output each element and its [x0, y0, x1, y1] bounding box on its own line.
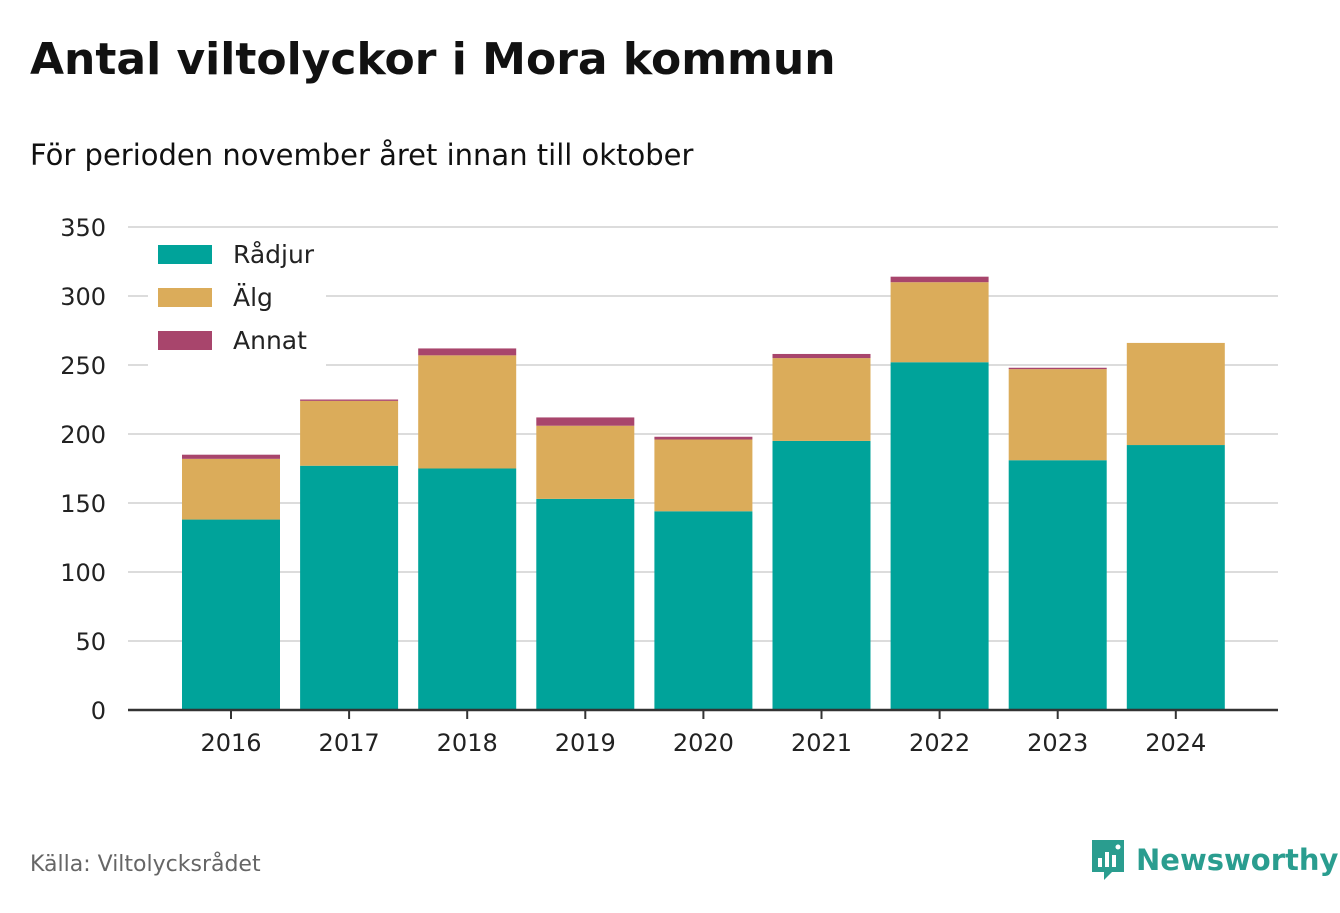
x-tick-label: 2017: [319, 729, 380, 757]
x-tick-label: 2024: [1145, 729, 1206, 757]
bar-2017-annat: [300, 399, 399, 401]
bar-2022-älg: [890, 282, 989, 363]
axis-layer: 0 50 100 150 200 250 300 350 2016 2017 2018 2019 202…: [60, 214, 1278, 757]
x-tick-label: 2021: [791, 729, 852, 757]
bar-2020-annat: [654, 436, 753, 440]
bar-2016-älg: [182, 458, 280, 520]
x-tick-label: 2023: [1027, 729, 1088, 757]
bar-2019-annat: [536, 417, 635, 426]
bar-2022-rådjur: [890, 362, 989, 710]
y-tick-label: 300: [60, 283, 106, 311]
page-title: Antal viltolyckor i Mora kommun: [30, 34, 836, 85]
bar-2016-rådjur: [182, 519, 280, 710]
bar-2022-annat: [890, 276, 989, 283]
y-tick-label: 200: [60, 421, 106, 449]
page-subtitle: För perioden november året innan till ok…: [30, 138, 694, 172]
bar-2018-annat: [418, 348, 517, 356]
newsworthy-logo-icon: [1092, 840, 1124, 880]
y-tick-label: 250: [60, 352, 106, 380]
x-tick-label: 2022: [909, 729, 970, 757]
y-tick-label: 50: [75, 628, 106, 656]
legend-label: Annat: [233, 326, 307, 355]
legend-swatch-älg: [158, 288, 212, 307]
legend-label: Älg: [233, 283, 273, 312]
bar-2023-rådjur: [1008, 460, 1107, 710]
bar-2024-älg: [1126, 342, 1225, 446]
bars-layer: [182, 276, 1225, 710]
bar-2023-annat: [1008, 367, 1107, 370]
bar-2024-rådjur: [1126, 445, 1225, 710]
source-note: Källa: Viltolycksrådet: [30, 852, 261, 877]
brand-name: Newsworthy: [1136, 843, 1339, 877]
bar-2019-rådjur: [536, 498, 635, 710]
bar-2020-rådjur: [654, 511, 753, 710]
y-tick-label: 150: [60, 490, 106, 518]
x-tick-label: 2019: [555, 729, 616, 757]
brand-logo: Newsworthy: [1090, 838, 1338, 882]
bar-2021-annat: [772, 353, 871, 359]
legend: Rådjur Älg Annat: [148, 234, 326, 366]
bar-2023-älg: [1008, 369, 1107, 461]
bar-2017-rådjur: [300, 465, 399, 710]
y-tick-label: 0: [91, 697, 106, 725]
bar-2018-älg: [418, 355, 517, 469]
legend-swatch-rådjur: [158, 245, 212, 264]
y-tick-label: 100: [60, 559, 106, 587]
bar-2021-älg: [772, 358, 871, 441]
x-tick-label: 2016: [200, 729, 261, 757]
bar-2019-älg: [536, 425, 635, 499]
bar-2016-annat: [182, 454, 280, 459]
bar-2017-älg: [300, 400, 399, 466]
bar-2018-rådjur: [418, 468, 517, 710]
legend-label: Rådjur: [233, 240, 315, 269]
y-tick-label: 350: [60, 214, 106, 242]
x-tick-label: 2020: [673, 729, 734, 757]
x-tick-label: 2018: [437, 729, 498, 757]
bar-2020-älg: [654, 439, 753, 512]
bar-2021-rådjur: [772, 440, 871, 710]
legend-swatch-annat: [158, 331, 212, 350]
